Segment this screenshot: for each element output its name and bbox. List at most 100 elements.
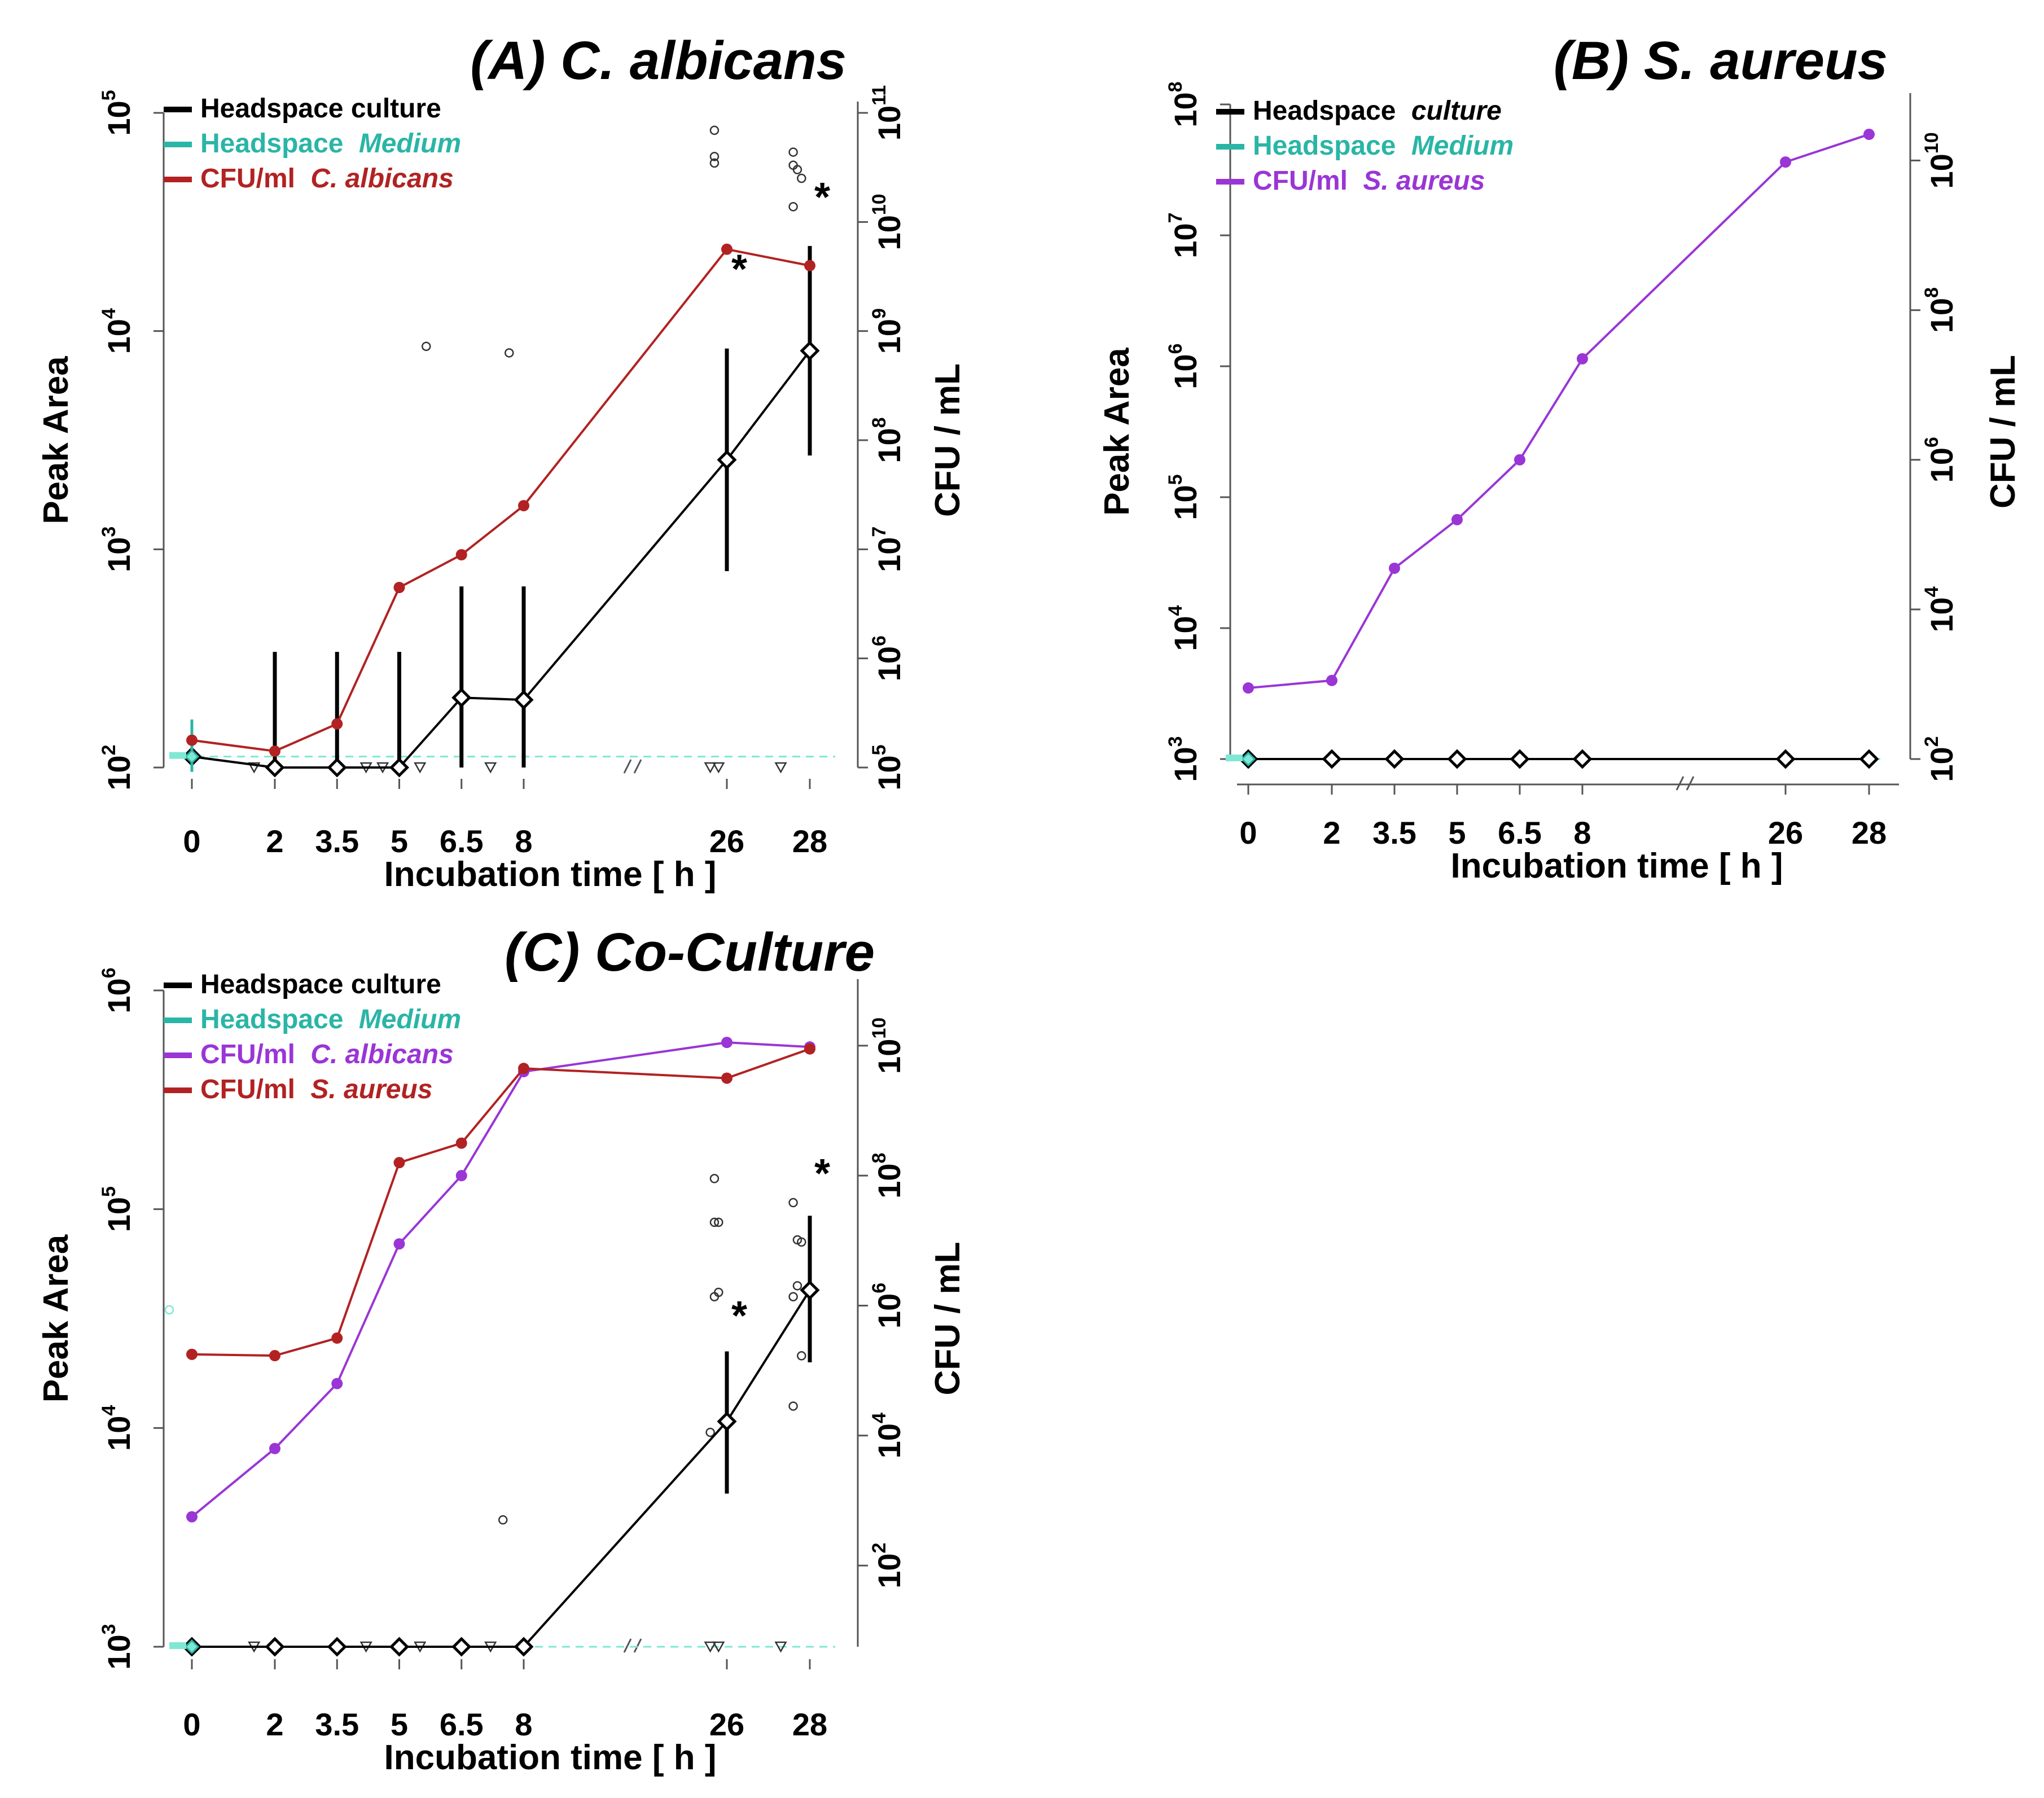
- data-point: [455, 549, 467, 560]
- series-line-cfu-ml-c-albicans: [191, 1041, 810, 1518]
- right-tick-label-text: 108: [869, 1153, 907, 1199]
- tick-exp: 6: [1921, 437, 1942, 448]
- legend-entry: Headspace Medium: [200, 129, 461, 159]
- right-tick-label-text: 105: [869, 744, 907, 790]
- left-tick-label-text: 103: [98, 527, 137, 572]
- tick-exp: 4: [98, 1405, 120, 1416]
- legend-prefix: Headspace culture: [200, 970, 441, 999]
- tick-exp: 3: [1165, 736, 1186, 747]
- tick-base: 10: [1168, 485, 1203, 520]
- x-tick-label: 2: [1323, 815, 1340, 850]
- axis-break-mark: [623, 1638, 642, 1653]
- legend-entry: CFU/ml C. albicans: [200, 1040, 454, 1069]
- data-point-diamond: [389, 1637, 410, 1657]
- data-point: [1326, 674, 1337, 686]
- data-point: [331, 1378, 343, 1389]
- data-point: [186, 734, 198, 746]
- data-point: [186, 1511, 198, 1523]
- x-axis-label: Incubation time [ h ]: [384, 855, 717, 894]
- tick-base: 10: [1168, 747, 1203, 782]
- tick-base: 10: [101, 1197, 137, 1232]
- outlier-point: [797, 1351, 806, 1361]
- data-point-diamond: [800, 1280, 820, 1300]
- panel-A: (A) C. albicans1021031041051051061071081…: [37, 30, 967, 894]
- right-tick-label-text: 102: [1921, 736, 1959, 782]
- tick-exp: 4: [1921, 586, 1942, 597]
- significance-star: *: [814, 1151, 830, 1196]
- x-tick-label: 28: [792, 1707, 827, 1742]
- series-line-headspace-culture: [191, 350, 811, 769]
- tick-exp: 6: [869, 1283, 890, 1293]
- data-point-diamond: [514, 690, 534, 710]
- data-point: [1243, 682, 1254, 694]
- data-point: [518, 500, 529, 511]
- right-tick-label-text: 108: [869, 417, 907, 463]
- data-point-diamond: [800, 340, 820, 361]
- tick-base: 10: [871, 755, 907, 790]
- outlier-point: [164, 1305, 174, 1315]
- data-point: [393, 1157, 405, 1169]
- left-tick-label-text: 103: [1165, 736, 1203, 782]
- tick-exp: 4: [98, 308, 120, 319]
- legend-prefix: Headspace: [200, 129, 351, 159]
- data-point: [1514, 454, 1525, 466]
- right-tick-label: 106: [869, 635, 907, 681]
- data-point: [269, 1350, 280, 1362]
- tick-base: 10: [1924, 597, 1959, 632]
- right-tick-label-text: 108: [1921, 287, 1959, 333]
- right-tick-label-text: 109: [869, 308, 907, 354]
- censored-marker: [712, 1641, 725, 1653]
- tick-base: 10: [871, 1163, 907, 1198]
- right-tick-label: 107: [869, 527, 907, 572]
- left-tick-label-text: 103: [98, 1624, 137, 1669]
- data-point: [393, 582, 405, 593]
- x-tick-label: 5: [391, 1707, 408, 1742]
- legend-prefix: Headspace: [1253, 131, 1403, 161]
- series-line-cfu-ml-s-aureus: [1248, 133, 1870, 690]
- right-tick-label: 105: [869, 744, 907, 790]
- data-point-diamond: [327, 757, 347, 778]
- tick-exp: 5: [98, 90, 120, 100]
- legend-prefix: Headspace: [200, 1005, 351, 1034]
- x-axis-label: Incubation time [ h ]: [1451, 847, 1783, 885]
- tick-exp: 8: [869, 417, 890, 428]
- right-tick-label-text: 1010: [869, 1018, 907, 1074]
- legend-entry: CFU/ml C. albicans: [200, 164, 454, 194]
- tick-base: 10: [101, 1634, 137, 1669]
- x-tick-label: 6.5: [440, 1707, 484, 1742]
- tick-base: 10: [871, 215, 907, 250]
- data-point: [804, 1043, 815, 1055]
- left-tick-label: 106: [98, 967, 137, 1013]
- data-point-diamond: [389, 757, 410, 778]
- series-line-cfu-ml-s-aureus: [191, 1047, 810, 1357]
- series-line-cfu-ml-c-albicans: [191, 248, 810, 753]
- right-tick-label-text: 107: [869, 527, 907, 572]
- left-tick-label: 105: [98, 90, 137, 135]
- censored-marker: [248, 762, 261, 774]
- outlier-point: [709, 152, 720, 161]
- y2-axis-label: CFU / mL: [928, 1242, 967, 1395]
- tick-base: 10: [1168, 223, 1203, 258]
- significance-star: *: [731, 247, 747, 292]
- data-point-diamond: [717, 1411, 737, 1432]
- x-tick-label: 26: [1768, 815, 1803, 850]
- tick-base: 10: [1924, 154, 1959, 188]
- x-tick-label: 0: [1239, 815, 1257, 850]
- tick-base: 10: [871, 537, 907, 572]
- legend-italic: culture: [1411, 96, 1502, 126]
- x-tick-label: 26: [709, 823, 744, 859]
- data-point: [721, 243, 732, 255]
- y2-axis-label: CFU / mL: [1984, 355, 2023, 508]
- data-point-diamond: [327, 1637, 347, 1657]
- left-tick-label: 105: [1165, 474, 1203, 520]
- tick-exp: 7: [869, 527, 890, 537]
- x-tick-label: 0: [183, 823, 200, 859]
- x-tick-label: 2: [266, 1707, 283, 1742]
- legend-prefix: CFU/ml: [1253, 166, 1355, 196]
- x-tick-label: 3.5: [315, 1707, 359, 1742]
- legend-entry: CFU/ml S. aureus: [1253, 166, 1485, 196]
- legend-entry: Headspace Medium: [200, 1005, 461, 1034]
- tick-base: 10: [1924, 298, 1959, 333]
- y-axis-label: Peak Area: [37, 1234, 76, 1402]
